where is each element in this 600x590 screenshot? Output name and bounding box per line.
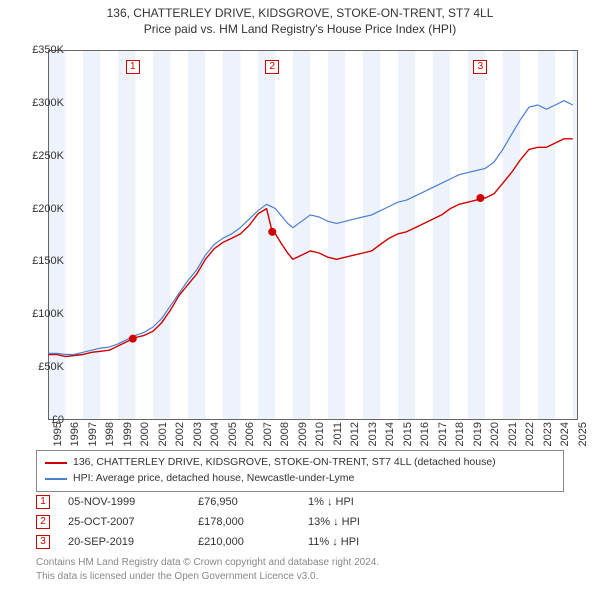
sale-marker-box: 3	[473, 60, 487, 74]
legend-row-property: 136, CHATTERLEY DRIVE, KIDSGROVE, STOKE-…	[45, 455, 555, 471]
sales-date: 05-NOV-1999	[68, 496, 198, 508]
footnote-line1: Contains HM Land Registry data © Crown c…	[36, 556, 379, 570]
x-tick-label: 2019	[472, 422, 484, 452]
y-tick-label: £150K	[14, 255, 64, 267]
sales-delta: 11% ↓ HPI	[308, 536, 458, 548]
y-tick-label: £50K	[14, 361, 64, 373]
x-tick-label: 1996	[69, 422, 81, 452]
y-tick-label: £350K	[14, 44, 64, 56]
sales-date: 20-SEP-2019	[68, 536, 198, 548]
sales-delta: 1% ↓ HPI	[308, 496, 458, 508]
x-tick-label: 2009	[297, 422, 309, 452]
x-tick-label: 1999	[122, 422, 134, 452]
legend-row-hpi: HPI: Average price, detached house, Newc…	[45, 471, 555, 487]
sales-row: 2 25-OCT-2007 £178,000 13% ↓ HPI	[36, 512, 564, 532]
x-tick-label: 1997	[87, 422, 99, 452]
x-tick-label: 2001	[157, 422, 169, 452]
x-tick-label: 2008	[279, 422, 291, 452]
x-tick-label: 2017	[437, 422, 449, 452]
sales-marker-3: 3	[36, 535, 50, 549]
sales-table: 1 05-NOV-1999 £76,950 1% ↓ HPI 2 25-OCT-…	[36, 492, 564, 552]
x-tick-label: 2025	[577, 422, 589, 452]
x-tick-label: 2002	[174, 422, 186, 452]
x-tick-label: 2003	[192, 422, 204, 452]
chart-area	[48, 50, 578, 420]
sales-delta: 13% ↓ HPI	[308, 516, 458, 528]
x-tick-label: 2022	[524, 422, 536, 452]
sales-marker-2: 2	[36, 515, 50, 529]
sale-marker-box: 2	[265, 60, 279, 74]
x-tick-label: 2018	[454, 422, 466, 452]
chart-container: 136, CHATTERLEY DRIVE, KIDSGROVE, STOKE-…	[0, 0, 600, 590]
x-tick-label: 2011	[332, 422, 344, 452]
sales-price: £210,000	[198, 536, 308, 548]
sales-price: £76,950	[198, 496, 308, 508]
footnote-line2: This data is licensed under the Open Gov…	[36, 570, 379, 584]
sales-price: £178,000	[198, 516, 308, 528]
x-tick-label: 2021	[507, 422, 519, 452]
y-tick-label: £200K	[14, 203, 64, 215]
x-tick-label: 2014	[384, 422, 396, 452]
chart-svg	[48, 50, 578, 420]
y-tick-label: £100K	[14, 308, 64, 320]
footnote: Contains HM Land Registry data © Crown c…	[36, 556, 379, 584]
x-tick-label: 2013	[367, 422, 379, 452]
x-tick-label: 2024	[559, 422, 571, 452]
x-tick-label: 2015	[402, 422, 414, 452]
sales-marker-1: 1	[36, 495, 50, 509]
x-tick-label: 2020	[489, 422, 501, 452]
x-tick-label: 2016	[419, 422, 431, 452]
x-tick-label: 1995	[52, 422, 64, 452]
legend-box: 136, CHATTERLEY DRIVE, KIDSGROVE, STOKE-…	[36, 450, 564, 492]
title-address: 136, CHATTERLEY DRIVE, KIDSGROVE, STOKE-…	[10, 6, 590, 20]
legend-label-property: 136, CHATTERLEY DRIVE, KIDSGROVE, STOKE-…	[73, 455, 496, 471]
x-tick-label: 2010	[314, 422, 326, 452]
x-tick-label: 1998	[104, 422, 116, 452]
title-block: 136, CHATTERLEY DRIVE, KIDSGROVE, STOKE-…	[0, 0, 600, 38]
sale-marker-box: 1	[126, 60, 140, 74]
y-tick-label: £300K	[14, 97, 64, 109]
sales-row: 3 20-SEP-2019 £210,000 11% ↓ HPI	[36, 532, 564, 552]
x-tick-label: 2006	[244, 422, 256, 452]
y-tick-label: £250K	[14, 150, 64, 162]
x-tick-label: 2007	[262, 422, 274, 452]
x-tick-label: 2005	[227, 422, 239, 452]
x-tick-label: 2023	[542, 422, 554, 452]
x-tick-label: 2000	[139, 422, 151, 452]
x-tick-label: 2012	[349, 422, 361, 452]
sales-row: 1 05-NOV-1999 £76,950 1% ↓ HPI	[36, 492, 564, 512]
title-subtitle: Price paid vs. HM Land Registry's House …	[10, 22, 590, 36]
sales-date: 25-OCT-2007	[68, 516, 198, 528]
legend-swatch-property	[45, 462, 67, 464]
legend-label-hpi: HPI: Average price, detached house, Newc…	[73, 471, 354, 487]
legend-swatch-hpi	[45, 478, 67, 480]
x-tick-label: 2004	[209, 422, 221, 452]
